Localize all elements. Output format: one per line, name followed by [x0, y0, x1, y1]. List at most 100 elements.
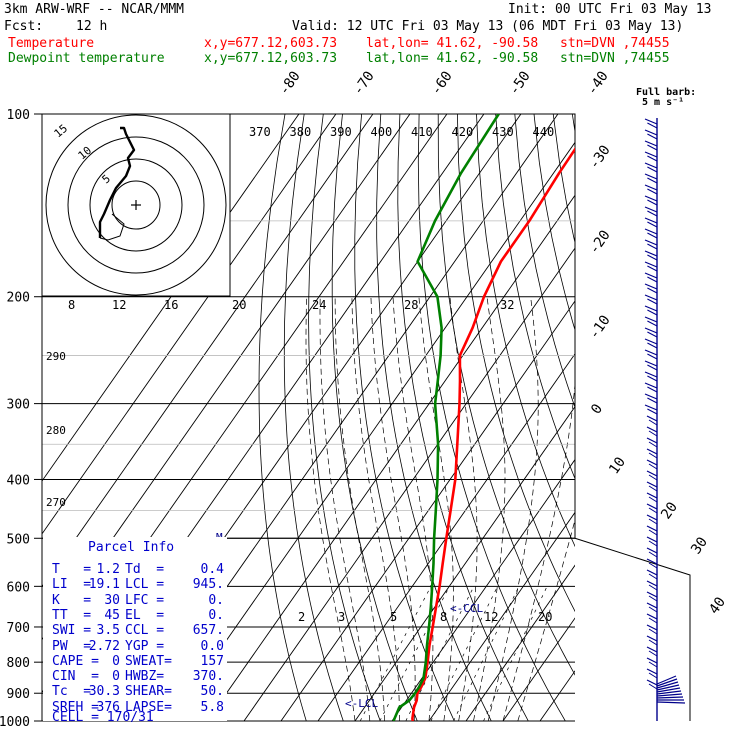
temperature-legend: Temperature — [8, 36, 95, 51]
isotherm-label: -80 — [276, 68, 304, 98]
isotherm-line — [502, 617, 575, 721]
hodo-speed-label: 28 — [404, 298, 418, 312]
wind-barb — [644, 228, 658, 235]
wind-barb — [644, 393, 658, 400]
wind-barb-low — [656, 696, 684, 699]
wind-barb — [646, 459, 658, 466]
hodo-speed-label: 24 — [312, 298, 326, 312]
parcel-value: 2.72 — [88, 638, 120, 654]
wind-barb — [646, 591, 658, 598]
wind-barb — [648, 661, 658, 668]
plot-frame-right — [574, 537, 691, 721]
wind-barb — [644, 261, 658, 268]
wind-barb — [648, 639, 658, 646]
lcl-annotation: <-LCL — [345, 697, 378, 710]
parcel-key: PW = — [52, 638, 92, 654]
wind-barb — [648, 518, 658, 525]
mixing-ratio-label: 20 — [538, 610, 552, 624]
wind-barb — [647, 221, 658, 228]
wind-barb — [644, 371, 658, 378]
dewpoint-station: stn=DVN ,74455 — [560, 51, 670, 66]
dry-adiabat — [476, 114, 575, 548]
theta-label: 370 — [249, 125, 271, 139]
parcel-info-panel — [43, 537, 227, 721]
hodo-ring — [45, 114, 227, 296]
parcel-value: 50. — [200, 684, 224, 700]
parcel-value: 0.0 — [200, 638, 224, 654]
wind-barb — [647, 353, 658, 360]
wind-barb — [647, 386, 658, 393]
wind-barb — [647, 287, 658, 294]
wind-barb-low — [656, 701, 686, 704]
isotherm-line — [243, 247, 575, 721]
parcel-key: SREH = — [52, 699, 99, 715]
wind-barb — [647, 276, 658, 283]
parcel-value: 5.8 — [200, 699, 224, 715]
isotherm-line — [42, 114, 337, 535]
barb-legend-value: 5 m s⁻¹ — [642, 97, 685, 108]
dry-adiabat — [457, 114, 575, 613]
dewpoint-line — [392, 114, 500, 721]
parcel-key: LI = — [52, 577, 92, 593]
wind-barb — [646, 514, 658, 521]
wind-barb — [648, 485, 658, 492]
pressure-label: 500 — [7, 532, 30, 547]
isotherm-label: 30 — [688, 534, 711, 557]
parcel-value: 945. — [192, 577, 224, 593]
pressure-label: 300 — [7, 398, 30, 413]
parcel-value: 30.3 — [88, 684, 120, 700]
dry-adiabat — [668, 114, 740, 721]
hodograph-storm-vector — [99, 213, 125, 241]
barb-legend-title: Full barb: — [636, 87, 697, 98]
wind-barb — [646, 668, 658, 675]
wind-barb — [648, 672, 658, 679]
wind-barb — [644, 360, 658, 367]
wind-barb — [646, 503, 658, 510]
isotherm-line — [428, 511, 575, 721]
wind-barb — [647, 397, 658, 404]
wind-barb — [644, 129, 658, 136]
temperature-xy: x,y=677.12,603.73 — [204, 36, 338, 51]
parcel-cell: CELL = 170/31 — [52, 710, 154, 725]
theta-label: 400 — [371, 125, 393, 139]
hodo-speed-label: 8 — [68, 298, 75, 312]
wind-barb — [644, 162, 658, 169]
parcel-key: YGP = — [125, 638, 165, 654]
dry-adiabat — [592, 114, 740, 721]
theta-label: 420 — [452, 125, 474, 139]
hodo-speed-label: 32 — [500, 298, 514, 312]
wind-barb — [644, 118, 658, 125]
parcel-value: 376 — [96, 699, 120, 715]
parcel-key: Tc = — [52, 684, 92, 700]
wind-barb — [646, 525, 658, 532]
wind-barb-low — [656, 675, 677, 685]
temperature-line — [411, 146, 575, 721]
model-title: 3km ARW-WRF -- NCAR/MMM — [4, 2, 185, 17]
wind-barb — [647, 364, 658, 371]
wind-barb — [647, 210, 658, 217]
wind-barb — [644, 217, 658, 224]
wind-barb — [648, 419, 658, 426]
parcel-value: 0. — [208, 592, 224, 608]
parcel-value: 19.1 — [88, 577, 120, 593]
isotherm-label: -50 — [506, 68, 534, 98]
wind-barb — [647, 243, 658, 250]
wind-barb — [647, 166, 658, 173]
parcel-info-title: Parcel Info — [88, 540, 175, 555]
isotherm-label: -20 — [586, 227, 614, 257]
wind-barb — [644, 349, 658, 356]
parcel-value: 0.4 — [200, 562, 224, 577]
pressure-label: 600 — [7, 580, 30, 595]
moist-adiabat — [473, 296, 506, 721]
forecast-label: Fcst: — [4, 19, 44, 34]
wind-barb — [647, 122, 658, 129]
wind-barb — [644, 316, 658, 323]
dry-adiabat — [630, 114, 740, 721]
wind-barb — [647, 232, 658, 239]
wind-barb — [648, 507, 658, 514]
wind-barb — [648, 617, 658, 624]
wind-barb — [646, 536, 658, 543]
dry-adiabat — [687, 114, 740, 721]
wind-barb — [647, 265, 658, 272]
